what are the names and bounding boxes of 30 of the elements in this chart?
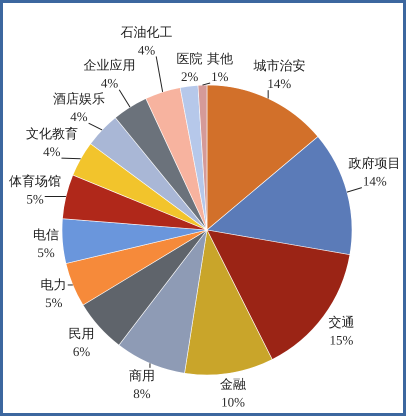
data-label: 4% <box>100 76 118 91</box>
slice-label: 城市治安 <box>252 58 306 74</box>
data-label: 10% <box>221 394 246 410</box>
data-label: 4% <box>43 144 61 160</box>
data-label: 1% <box>211 69 229 84</box>
data-label: 14% <box>267 76 292 92</box>
slice-label: 医院 <box>176 52 203 68</box>
slice-label: 民用 <box>68 326 94 342</box>
slice-label: 酒店娱乐 <box>52 91 105 108</box>
data-label: 4% <box>138 42 156 58</box>
slice-label: 文化教育 <box>26 126 78 142</box>
slice-label: 企业应用 <box>84 58 136 74</box>
data-label: 2% <box>181 69 199 84</box>
slice-label: 体育场馆 <box>9 173 62 190</box>
data-label: 6% <box>72 344 90 359</box>
data-label: 5% <box>37 244 55 260</box>
data-label: 8% <box>133 386 151 401</box>
slice-label: 电信 <box>33 228 59 243</box>
data-label: 15% <box>329 332 354 348</box>
slice-label: 商用 <box>128 368 155 384</box>
slice-label: 交通 <box>328 314 354 330</box>
slice-label: 石油化工 <box>120 25 173 40</box>
data-label: 4% <box>70 109 88 124</box>
slice-label: 政府项目 <box>348 156 401 172</box>
data-label: 5% <box>26 191 44 206</box>
slice-label: 其他 <box>206 52 233 67</box>
data-label: 5% <box>45 295 63 310</box>
slice-label: 电力 <box>40 278 67 294</box>
data-label: 14% <box>362 174 387 189</box>
slice-label: 金融 <box>220 378 246 393</box>
